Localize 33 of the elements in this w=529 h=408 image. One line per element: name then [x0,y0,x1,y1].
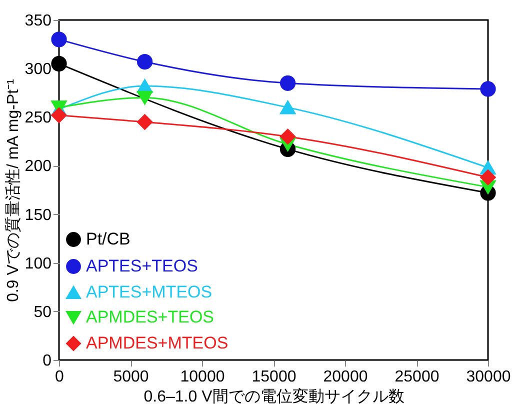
y-tick-label: 250 [24,110,52,127]
y-tick-label: 150 [24,206,52,224]
point [480,81,496,97]
point [51,107,67,124]
x-tick-label: 5000 [113,368,149,386]
y-tick-label: 200 [24,158,52,176]
point [480,170,496,186]
legend-label: APTES+MTEOS [86,282,212,302]
legend-label: APMDES+MTEOS [86,334,228,352]
legend-label: APMDES+TEOS [86,308,214,326]
x-tick-label: 25000 [394,368,440,386]
x-tick-label: 15000 [252,368,296,386]
y-tick-label: 100 [24,255,52,272]
x-tick-label: 0 [55,368,64,386]
point [136,114,153,130]
point [280,100,296,114]
point [136,54,153,70]
legend-label: Pt/CB [86,230,130,248]
x-tick-label: 20000 [323,368,368,386]
x-tick-label: 10000 [180,368,225,386]
y-tick-label: 350 [24,12,52,30]
point [51,56,67,72]
y-tick-label: 50 [34,304,52,321]
x-axis-title: 0.6–1.0 V間での電位変動サイクル数 [144,388,404,406]
point [280,128,296,144]
point [280,75,296,91]
point [51,32,67,48]
legend-label: APTES+TEOS [86,256,198,276]
y-tick-label: 300 [24,61,52,78]
y-axis-title: 0.9 Vでの質量活性/ mA mg-Pt⁻¹ [4,79,22,302]
y-tick-label: 0 [42,352,52,370]
point [136,90,153,105]
x-tick-label: 30000 [466,368,511,386]
